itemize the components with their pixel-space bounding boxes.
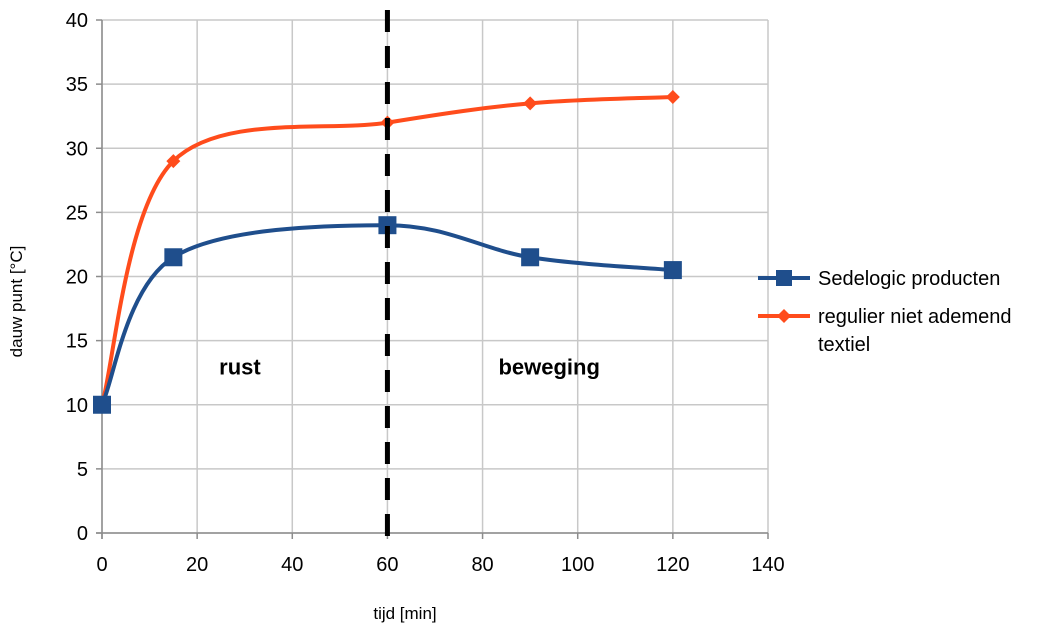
- data-point-square: [164, 248, 183, 267]
- y-tick-label: 15: [66, 331, 88, 353]
- x-tick-label: 120: [656, 554, 689, 576]
- x-axis-title: tijd [min]: [373, 604, 436, 623]
- series-group: [93, 89, 682, 414]
- data-point-square: [93, 395, 111, 414]
- legend-marker-diamond: [777, 309, 791, 323]
- y-tick-label: 40: [66, 10, 88, 32]
- x-tick-label: 80: [471, 554, 493, 576]
- y-tick-label: 0: [77, 523, 88, 545]
- series-sedelogic: [93, 216, 682, 414]
- x-tick-label: 0: [96, 554, 107, 576]
- tick-labels: 0 5 10 15 20 25 30 35 40 0 20 40 60 80 100 120 140: [66, 10, 785, 576]
- legend-label: regulier niet ademend textiel: [818, 306, 1011, 356]
- data-point-square: [663, 261, 682, 280]
- data-point-diamond: [523, 96, 538, 111]
- y-tick-label: 5: [77, 459, 88, 481]
- legend-item: Sedelogic producten: [758, 268, 1000, 290]
- x-tick-label: 100: [561, 554, 594, 576]
- y-tick-label: 20: [66, 267, 88, 289]
- y-tick-label: 30: [66, 138, 88, 160]
- x-tick-label: 20: [186, 554, 208, 576]
- series-line: [100, 223, 674, 406]
- series-line: [100, 94, 673, 406]
- data-point-square: [378, 216, 397, 235]
- x-tick-label: 40: [281, 554, 303, 576]
- annotation-rust: rust: [219, 354, 261, 379]
- data-point-diamond: [665, 89, 680, 104]
- x-tick-label: 140: [751, 554, 784, 576]
- annotations: rust beweging: [219, 354, 600, 379]
- y-tick-label: 35: [66, 74, 88, 96]
- y-tick-label: 10: [66, 395, 88, 417]
- x-tick-label: 60: [376, 554, 398, 576]
- axes: [96, 19, 769, 539]
- legend-label: Sedelogic producten: [818, 268, 1000, 290]
- legend: Sedelogic producten regulier niet ademend…: [758, 268, 1011, 356]
- legend-item: regulier niet ademend textiel: [758, 306, 1011, 356]
- y-tick-label: 25: [66, 202, 88, 224]
- legend-marker-square: [776, 270, 792, 286]
- data-point-diamond: [166, 154, 181, 169]
- data-point-square: [521, 248, 540, 267]
- annotation-beweging: beweging: [498, 354, 599, 379]
- y-axis-title: dauw punt [°C]: [7, 246, 26, 358]
